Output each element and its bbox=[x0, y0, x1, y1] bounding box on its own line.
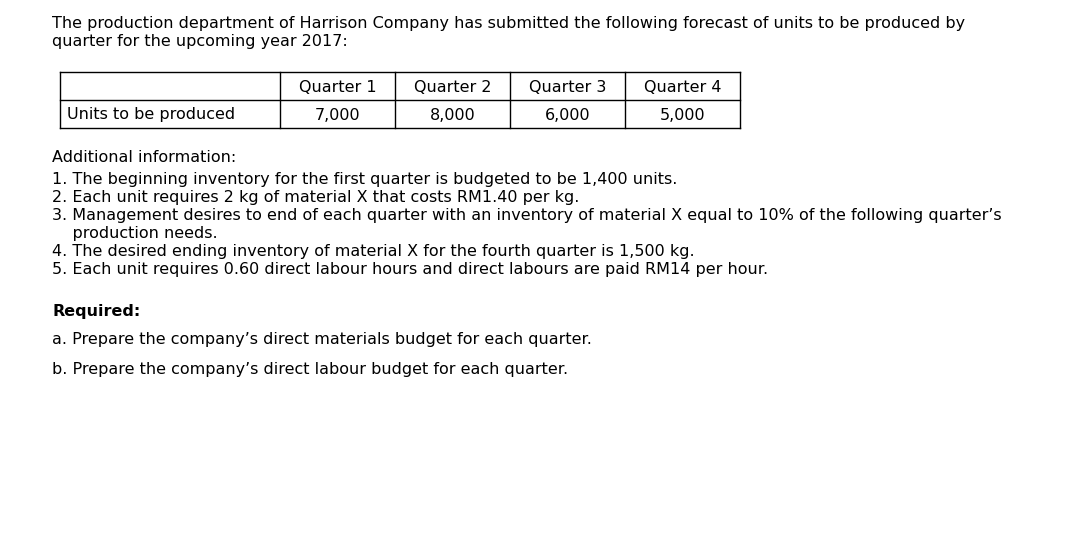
Text: 5,000: 5,000 bbox=[660, 108, 705, 122]
Text: 5. Each unit requires 0.60 direct labour hours and direct labours are paid RM14 : 5. Each unit requires 0.60 direct labour… bbox=[52, 262, 768, 277]
Text: Quarter 2: Quarter 2 bbox=[414, 80, 491, 95]
Text: 2. Each unit requires 2 kg of material X that costs RM1.40 per kg.: 2. Each unit requires 2 kg of material X… bbox=[52, 190, 579, 205]
Text: 1. The beginning inventory for the first quarter is budgeted to be 1,400 units.: 1. The beginning inventory for the first… bbox=[52, 172, 677, 187]
Text: production needs.: production needs. bbox=[52, 226, 218, 241]
Text: Quarter 3: Quarter 3 bbox=[529, 80, 606, 95]
Text: Quarter 4: Quarter 4 bbox=[644, 80, 721, 95]
Text: quarter for the upcoming year 2017:: quarter for the upcoming year 2017: bbox=[52, 34, 348, 49]
Text: 4. The desired ending inventory of material X for the fourth quarter is 1,500 kg: 4. The desired ending inventory of mater… bbox=[52, 244, 694, 259]
Text: b. Prepare the company’s direct labour budget for each quarter.: b. Prepare the company’s direct labour b… bbox=[52, 362, 568, 377]
Text: 8,000: 8,000 bbox=[430, 108, 475, 122]
Text: The production department of Harrison Company has submitted the following foreca: The production department of Harrison Co… bbox=[52, 16, 966, 31]
Text: Units to be produced: Units to be produced bbox=[67, 108, 235, 122]
Text: 3. Management desires to end of each quarter with an inventory of material X equ: 3. Management desires to end of each qua… bbox=[52, 208, 1001, 223]
Text: 6,000: 6,000 bbox=[544, 108, 591, 122]
Text: Additional information:: Additional information: bbox=[52, 150, 237, 165]
Text: 7,000: 7,000 bbox=[314, 108, 361, 122]
Text: Quarter 1: Quarter 1 bbox=[299, 80, 376, 95]
Text: a. Prepare the company’s direct materials budget for each quarter.: a. Prepare the company’s direct material… bbox=[52, 332, 592, 347]
Text: Required:: Required: bbox=[52, 304, 140, 319]
